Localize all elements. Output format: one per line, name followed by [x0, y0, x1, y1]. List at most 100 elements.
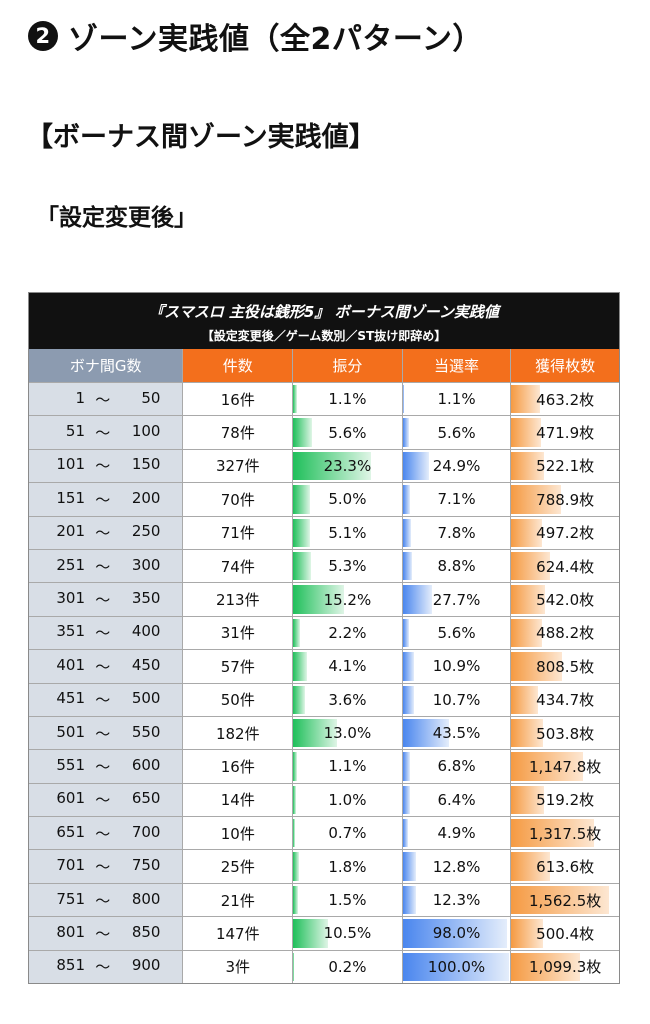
win-rate-cell: 27.7%: [401, 583, 511, 616]
win-rate-cell: 43.5%: [401, 716, 511, 750]
win-rate-value: 7.8%: [437, 523, 476, 542]
coins-value: 613.6枚: [536, 858, 595, 877]
header-games: ボナ間G数: [29, 349, 183, 382]
distribution-value: 1.1%: [328, 390, 367, 409]
distribution-cell: 10.5%: [292, 917, 402, 950]
distribution-value: 10.5%: [323, 924, 372, 943]
coins-bar: [511, 919, 543, 948]
coins-bar: [511, 485, 561, 514]
table-row: 801 ～ 850 147件 10.5% 98.0% 500.4枚: [29, 916, 619, 950]
distribution-cell: 5.0%: [292, 483, 402, 516]
coins-cell: 788.9枚: [510, 483, 619, 516]
range-from: 401: [56, 655, 85, 674]
table-row: 601 ～ 650 14件 1.0% 6.4% 519.2枚: [29, 782, 619, 817]
range-cell: 351 ～ 400: [29, 616, 183, 650]
range-separator: ～: [95, 724, 111, 743]
win-rate-cell: 10.7%: [401, 683, 511, 716]
distribution-value: 0.2%: [328, 957, 367, 976]
table-caption: 『スマスロ 主役は銭形5』 ボーナス間ゾーン実践値 【設定変更後／ゲーム数別／S…: [29, 293, 619, 349]
range-cell: 851 ～ 900: [29, 950, 183, 984]
distribution-value: 1.5%: [328, 891, 367, 910]
win-rate-bar: [402, 718, 449, 748]
range-separator: ～: [95, 891, 111, 910]
section-title: ゾーン実践値（全2パターン）: [68, 22, 483, 57]
range-separator: ～: [95, 824, 111, 843]
count-cell: 25件: [182, 850, 292, 883]
win-rate-bar: [402, 618, 409, 648]
range-cell: 401 ～ 450: [29, 650, 183, 683]
coins-cell: 1,562.5枚: [510, 883, 619, 917]
range-from: 551: [56, 755, 85, 774]
table-row: 251 ～ 300 74件 5.3% 8.8% 624.4枚: [29, 548, 619, 583]
range-to: 350: [131, 589, 161, 608]
coins-bar: [511, 685, 539, 714]
range-separator: ～: [95, 457, 111, 476]
distribution-cell: 1.5%: [292, 883, 402, 917]
range-to: 450: [131, 655, 161, 674]
win-rate-bar: [402, 451, 430, 481]
coins-bar: [511, 952, 580, 982]
count-cell: 14件: [182, 783, 292, 817]
range-to: 200: [131, 488, 161, 507]
win-rate-value: 98.0%: [432, 924, 481, 943]
distribution-cell: 0.2%: [292, 950, 402, 984]
distribution-value: 5.3%: [328, 557, 367, 576]
distribution-bar: [293, 485, 310, 514]
distribution-bar: [293, 952, 294, 982]
win-rate-cell: 24.9%: [401, 449, 511, 483]
distribution-bar: [293, 418, 312, 447]
range-cell: 701 ～ 750: [29, 850, 183, 883]
distribution-cell: 0.7%: [292, 817, 402, 850]
coins-value: 471.9枚: [536, 424, 595, 443]
win-rate-value: 43.5%: [432, 724, 481, 743]
range-from: 751: [56, 889, 85, 908]
coins-cell: 497.2枚: [510, 516, 619, 549]
range-to: 600: [131, 755, 161, 774]
range-cell: 651 ～ 700: [29, 817, 183, 850]
count-cell: 182件: [182, 716, 292, 750]
range-to: 750: [131, 856, 161, 875]
win-rate-cell: 5.6%: [401, 616, 511, 650]
count-cell: 31件: [182, 616, 292, 650]
distribution-bar: [293, 652, 307, 681]
header-distribution: 振分: [292, 349, 402, 382]
coins-bar: [511, 752, 583, 781]
distribution-value: 5.1%: [328, 523, 367, 542]
header-coins: 獲得枚数: [510, 349, 619, 382]
table-row: 201 ～ 250 71件 5.1% 7.8% 497.2枚: [29, 515, 619, 549]
coins-value: 1,099.3枚: [529, 958, 602, 977]
section-heading: 2 ゾーン実践値（全2パターン）: [28, 14, 483, 58]
range-separator: ～: [95, 524, 111, 543]
win-rate-cell: 10.9%: [401, 650, 511, 683]
range-separator: ～: [95, 591, 111, 610]
range-separator: ～: [95, 924, 111, 943]
table-row: 101 ～ 150 327件 23.3% 24.9% 522.1枚: [29, 448, 619, 483]
count-cell: 71件: [182, 516, 292, 549]
win-rate-value: 27.7%: [432, 590, 481, 609]
table-row: 151 ～ 200 70件 5.0% 7.1% 788.9枚: [29, 482, 619, 516]
distribution-bar: [293, 885, 299, 915]
range-cell: 551 ～ 600: [29, 750, 183, 783]
win-rate-cell: 100.0%: [401, 950, 511, 984]
distribution-bar: [293, 752, 297, 781]
range-separator: ～: [95, 858, 111, 877]
win-rate-cell: 98.0%: [401, 917, 511, 950]
distribution-cell: 5.6%: [292, 416, 402, 449]
table-row: 501 ～ 550 182件 13.0% 43.5% 503.8枚: [29, 715, 619, 750]
table-row: 351 ～ 400 31件 2.2% 5.6% 488.2枚: [29, 615, 619, 650]
coins-cell: 542.0枚: [510, 583, 619, 616]
win-rate-cell: 1.1%: [401, 383, 511, 416]
distribution-bar: [293, 551, 311, 581]
range-cell: 801 ～ 850: [29, 917, 183, 950]
coins-bar: [511, 418, 541, 447]
count-cell: 50件: [182, 683, 292, 716]
coins-value: 624.4枚: [536, 557, 595, 576]
count-cell: 16件: [182, 383, 292, 416]
distribution-cell: 15.2%: [292, 583, 402, 616]
table-row: 551 ～ 600 16件 1.1% 6.8% 1,147.8枚: [29, 749, 619, 783]
distribution-bar: [293, 819, 296, 848]
distribution-value: 5.0%: [328, 490, 367, 509]
distribution-cell: 5.3%: [292, 549, 402, 583]
range-to: 500: [131, 689, 161, 708]
range-cell: 751 ～ 800: [29, 883, 183, 917]
